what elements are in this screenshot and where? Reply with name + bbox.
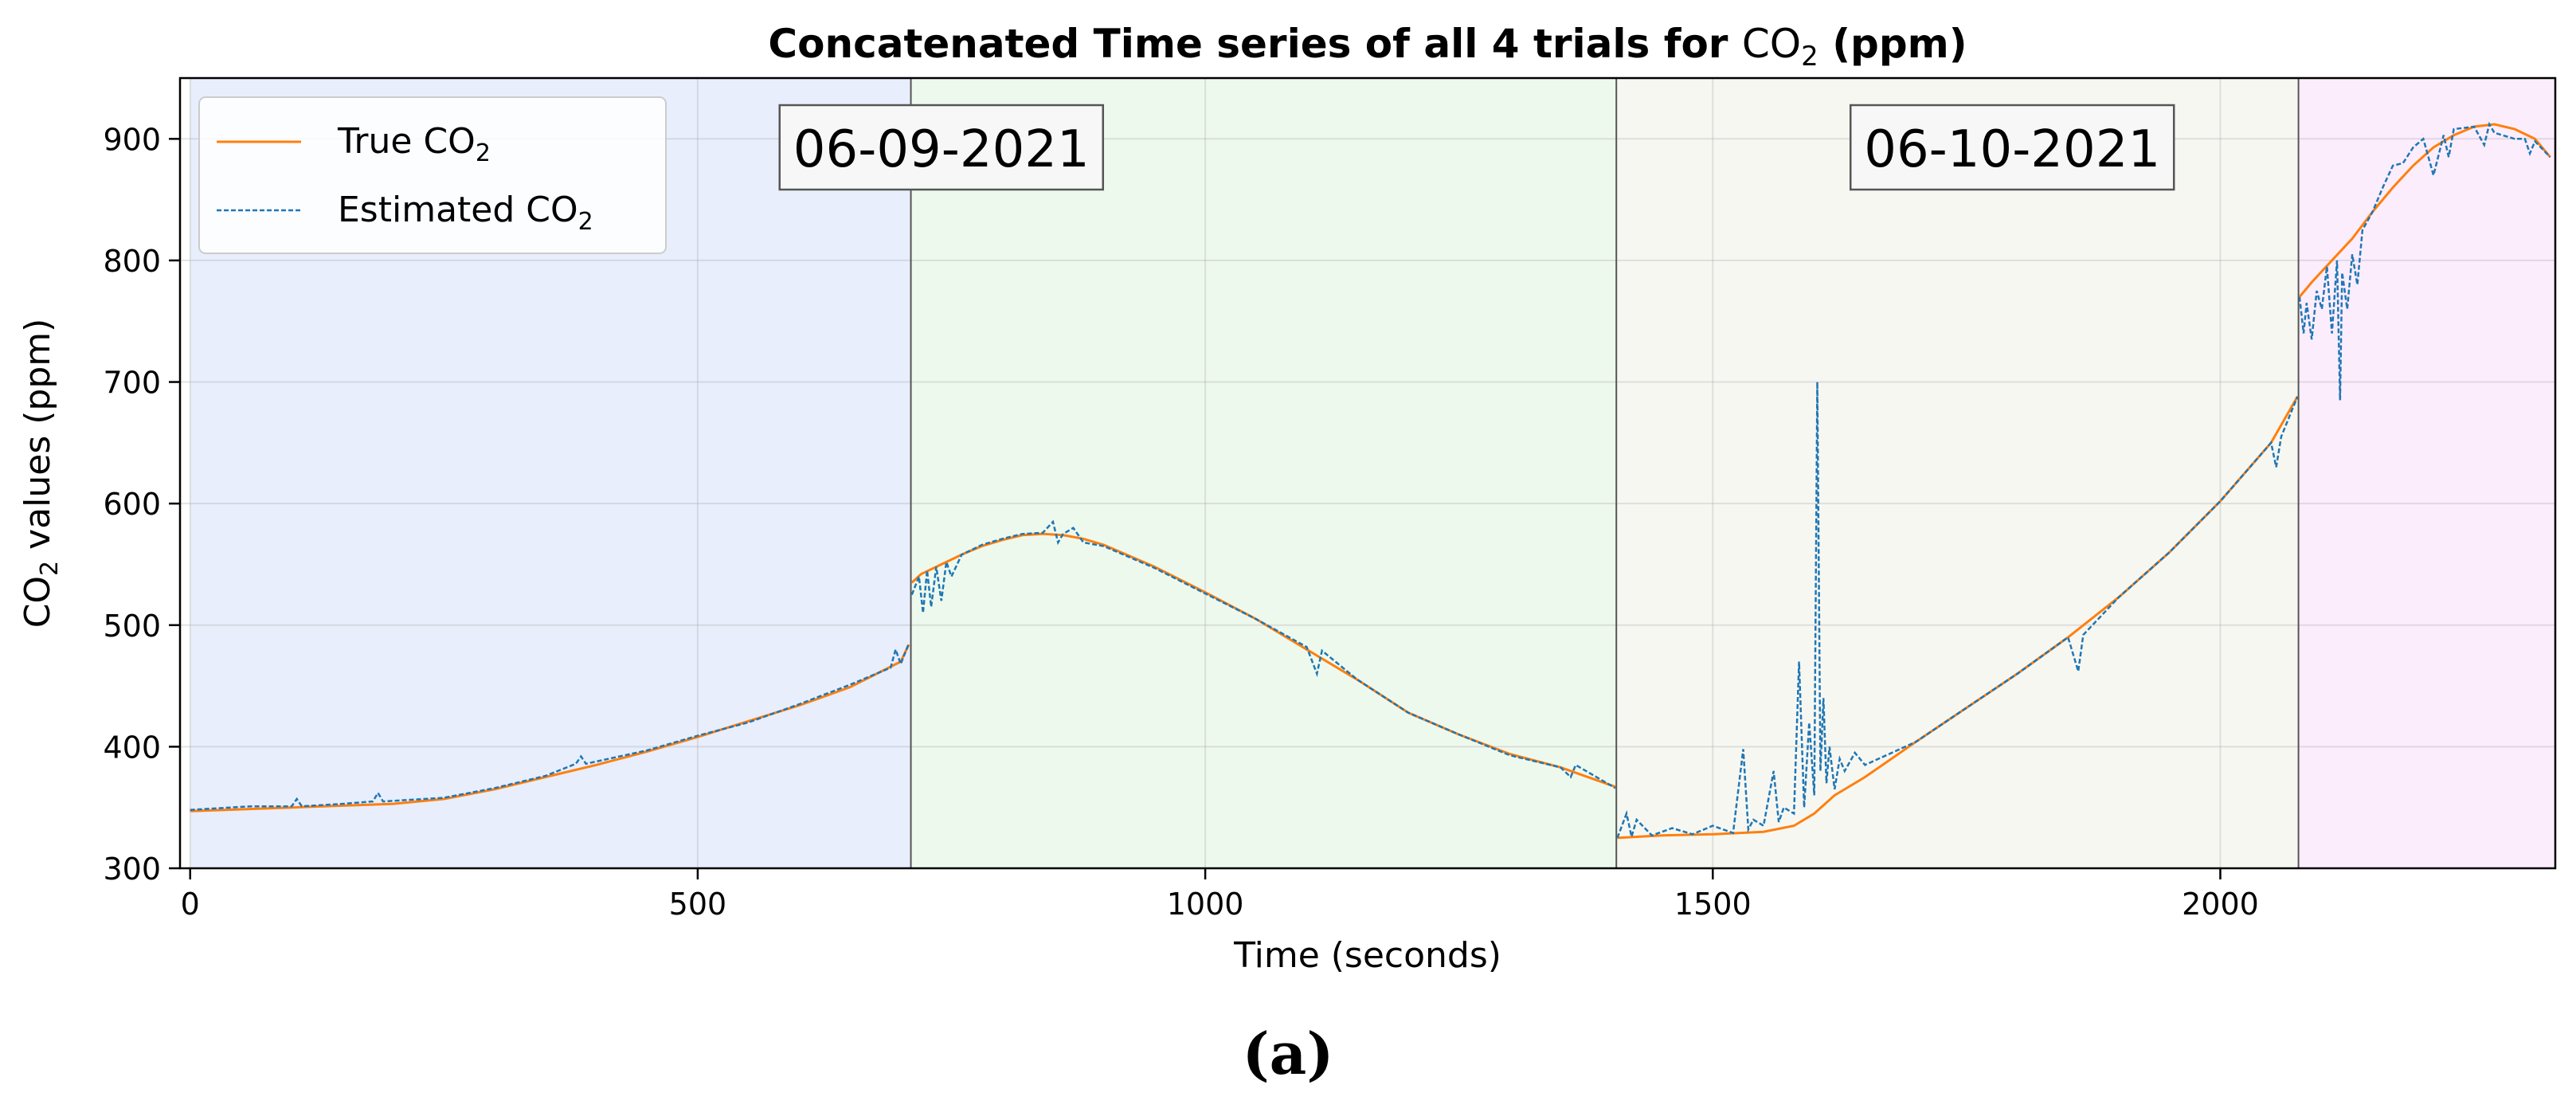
- y-tick-label: 400: [103, 730, 161, 765]
- plot-frame: [178, 76, 2557, 870]
- x-tick-label: 1500: [1674, 887, 1752, 922]
- date-annotation-1: 06-09-2021: [793, 120, 1090, 179]
- x-tick-label: 2000: [2182, 887, 2259, 922]
- y-tick-label: 600: [103, 487, 161, 522]
- date-annotation-2: 06-10-2021: [1864, 120, 2160, 179]
- x-tick-label: 500: [669, 887, 727, 922]
- estimated-co2-line-trial-4: [2298, 121, 2551, 401]
- x-tick-label: 0: [181, 887, 200, 922]
- estimated-co2-line-trial-2: [910, 519, 1616, 789]
- true-co2-line-trial-1: [190, 644, 910, 813]
- y-tick-label: 300: [103, 852, 161, 887]
- date-annotation-box-2: [1849, 104, 2175, 191]
- trial-band-4: [2298, 78, 2555, 868]
- estimated-co2-line-trial-1: [190, 643, 910, 811]
- trial-band-3: [1616, 78, 2299, 868]
- x-tick-label: 1000: [1167, 887, 1244, 922]
- chart-title: Concatenated Time series of all 4 trials…: [768, 21, 1967, 72]
- true-co2-line-trial-4: [2298, 123, 2551, 298]
- trial-band-2: [910, 78, 1617, 868]
- y-tick-label: 900: [103, 122, 161, 157]
- figure-caption: (a): [1242, 1020, 1334, 1087]
- y-tick-label: 500: [103, 609, 161, 644]
- x-axis-label: Time (seconds): [1233, 935, 1501, 976]
- date-annotation-box-1: [778, 104, 1105, 191]
- y-tick-label: 700: [103, 366, 161, 401]
- estimated-co2-line-trial-3: [1616, 382, 2299, 841]
- y-axis-label: CO2 values (ppm): [18, 319, 64, 629]
- legend-label-1: True CO2: [337, 121, 491, 167]
- legend-label-2: Estimated CO2: [338, 190, 593, 236]
- y-tick-label: 800: [103, 244, 161, 279]
- legend-box: [198, 96, 667, 254]
